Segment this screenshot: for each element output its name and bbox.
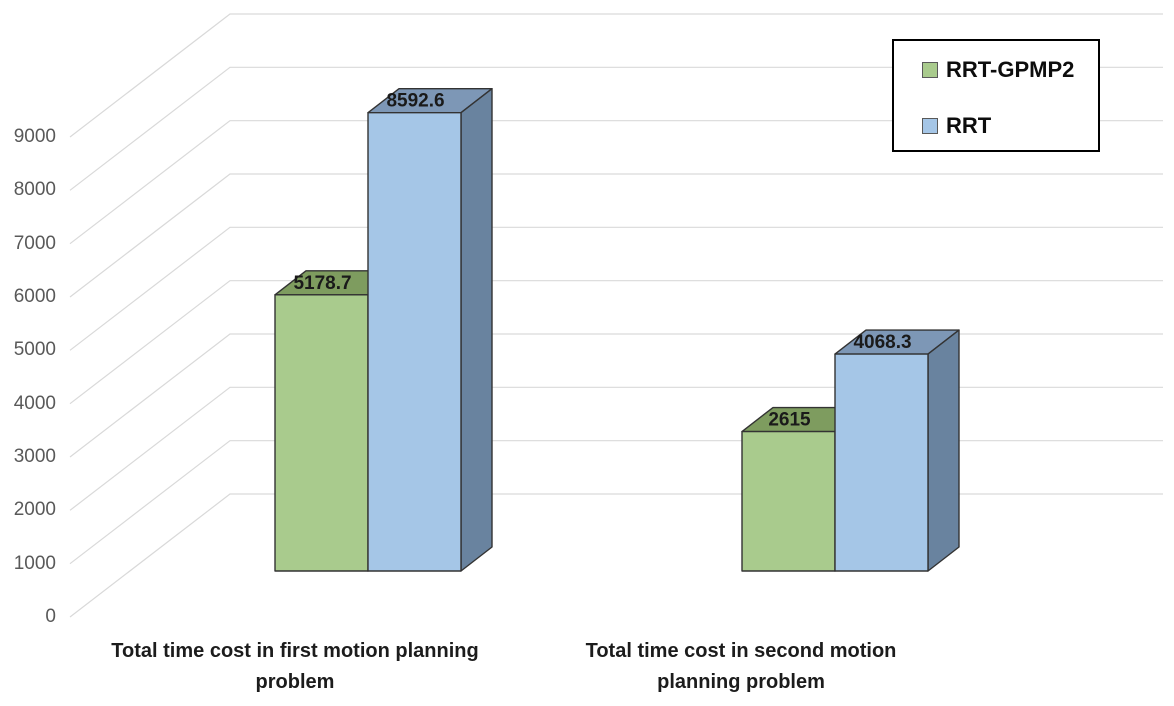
legend-swatch-blue — [922, 118, 938, 134]
category-label-line: planning problem — [657, 671, 825, 693]
bar-rrt-group2-value-label: 4068.3 — [853, 332, 911, 353]
gridline-9000 — [69, 13, 1163, 138]
legend-label: RRT — [946, 113, 992, 138]
gridline-2000 — [69, 386, 1163, 511]
y-axis-tick-label-9000: 9000 — [13, 126, 56, 147]
legend-item-rrt[interactable]: RRT — [922, 113, 991, 139]
y-axis-tick-label-4000: 4000 — [13, 392, 56, 414]
y-axis-labels: 0 1000 2000 3000 4000 5000 6000 7000 8000 9000 — [0, 0, 56, 706]
y-axis-tick-label-3000: 3000 — [13, 446, 56, 467]
gridline-3000 — [69, 333, 1163, 458]
legend-label: RRT-GPMP2 — [946, 57, 1075, 82]
gridline-6000 — [69, 173, 1163, 298]
category-label-line: Total time cost in first motion planning — [111, 640, 479, 662]
gridline-0 — [69, 493, 1163, 618]
bar-rrt-group2-side[interactable] — [927, 329, 960, 572]
y-axis-tick-label-1000: 1000 — [13, 552, 56, 574]
bar-rrt-group1[interactable] — [367, 112, 462, 572]
bar-rrt-group2[interactable] — [834, 353, 929, 572]
gridline-4000 — [69, 280, 1163, 405]
legend-swatch-green — [922, 62, 938, 78]
legend-item-rrt-gpmp2[interactable]: RRT-GPMP2 — [922, 57, 1074, 83]
category-label-second-problem: Total time cost in second motion plannin… — [521, 636, 961, 698]
y-axis-tick-label-5000: 5000 — [13, 339, 56, 361]
bar-rrt-gpmp2-group1[interactable] — [274, 294, 369, 572]
bar-rrt-group1-value-label: 8592.6 — [386, 91, 444, 112]
bar-rrt-gpmp2-group1-value-label: 5178.7 — [293, 273, 351, 294]
gridline-8000 — [69, 66, 1163, 191]
y-axis-tick-label-6000: 6000 — [13, 286, 56, 307]
y-axis-tick-label-2000: 2000 — [13, 499, 56, 521]
gridline-5000 — [69, 226, 1163, 351]
category-label-line: problem — [255, 671, 335, 693]
bar-rrt-gpmp2-group2-value-label: 2615 — [768, 410, 811, 431]
y-axis-tick-label-7000: 7000 — [13, 232, 56, 254]
y-axis-tick-label-0: 0 — [45, 606, 56, 627]
bar-rrt-group1-side[interactable] — [460, 88, 493, 572]
bar-rrt-gpmp2-group2[interactable] — [741, 430, 836, 572]
category-label-line: Total time cost in second motion — [585, 640, 897, 662]
category-label-first-problem: Total time cost in first motion planning… — [75, 636, 515, 698]
legend[interactable]: RRT-GPMP2 RRT — [892, 39, 1100, 152]
gridline-1000 — [69, 440, 1163, 565]
gridline-7000 — [69, 120, 1163, 245]
y-axis-tick-label-8000: 8000 — [13, 179, 56, 201]
